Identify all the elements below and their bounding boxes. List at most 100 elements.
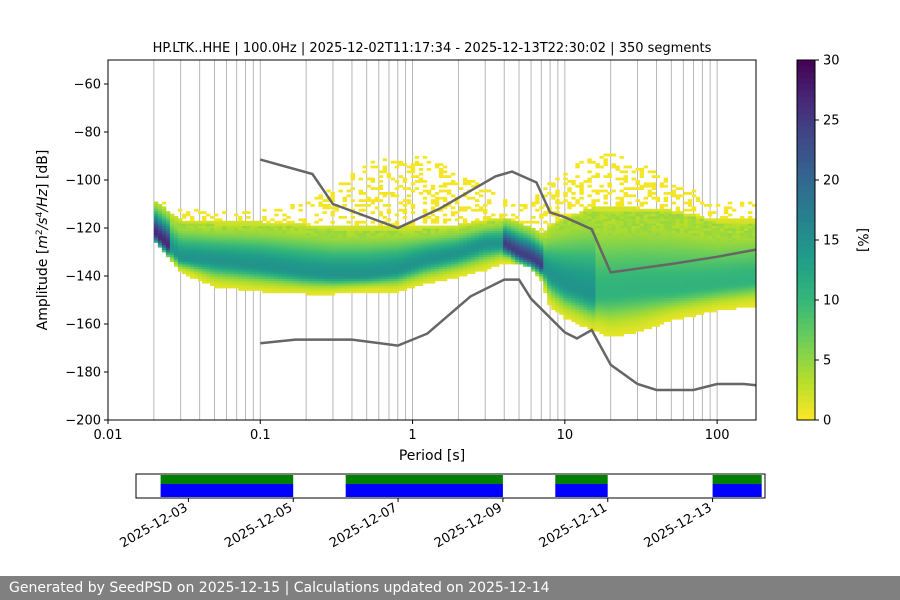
- heatmap-cell: [571, 304, 576, 308]
- heatmap-cell: [639, 223, 644, 226]
- heatmap-cell: [306, 252, 311, 255]
- heatmap-cell: [314, 220, 319, 224]
- heatmap-cell: [298, 254, 303, 258]
- heatmap-cell: [222, 280, 227, 284]
- heatmap-cell: [591, 295, 596, 298]
- heatmap-cell: [643, 302, 649, 306]
- heatmap-cell: [198, 244, 203, 248]
- heatmap-cell: [354, 225, 359, 229]
- heatmap-cell: [410, 273, 416, 277]
- heatmap-cell: [655, 220, 661, 224]
- heatmap-cell: [230, 240, 235, 243]
- heatmap-cell: [362, 254, 367, 258]
- heatmap-cell: [603, 201, 608, 205]
- heatmap-cell: [462, 225, 468, 229]
- heatmap-cell: [603, 273, 608, 277]
- heatmap-cell: [687, 208, 693, 212]
- heatmap-cell: [631, 177, 636, 181]
- heatmap-cell: [679, 309, 685, 313]
- heatmap-cell: [386, 237, 392, 241]
- heatmap-cell: [603, 175, 608, 178]
- heatmap-cell: [386, 235, 392, 238]
- heatmap-cell: [547, 300, 552, 303]
- heatmap-cell: [579, 160, 584, 164]
- heatmap-cell: [635, 309, 640, 313]
- heatmap-cell: [683, 314, 689, 318]
- heatmap-cell: [318, 276, 323, 279]
- heatmap-cell: [410, 254, 416, 258]
- heatmap-cell: [583, 264, 588, 267]
- heatmap-cell: [334, 235, 339, 238]
- heatmap-cell: [483, 259, 488, 262]
- heatmap-cell: [551, 194, 556, 198]
- heatmap-cell: [659, 280, 665, 284]
- heatmap-cell: [462, 223, 468, 226]
- heatmap-cell: [619, 295, 624, 298]
- heatmap-cell: [635, 268, 640, 272]
- heatmap-cell: [531, 230, 536, 234]
- heatmap-cell: [382, 192, 388, 195]
- heatmap-cell: [699, 259, 705, 262]
- heatmap-cell: [691, 290, 697, 294]
- heatmap-cell: [202, 218, 207, 222]
- heatmap-cell: [386, 230, 392, 234]
- heatmap-cell: [322, 230, 327, 234]
- heatmap-cell: [695, 244, 701, 248]
- heatmap-cell: [342, 276, 347, 279]
- heatmap-cell: [406, 237, 412, 241]
- heatmap-cell: [222, 235, 227, 238]
- heatmap-cell: [603, 244, 608, 248]
- heatmap-cell: [555, 280, 560, 284]
- heatmap-cell: [326, 264, 331, 267]
- heatmap-cell: [181, 247, 187, 250]
- heatmap-cell: [551, 259, 556, 262]
- heatmap-cell: [362, 242, 367, 246]
- heatmap-cell: [422, 232, 428, 236]
- heatmap-cell: [350, 288, 355, 291]
- heatmap-cell: [667, 312, 673, 315]
- heatmap-cell: [298, 204, 303, 207]
- heatmap-cell: [342, 254, 347, 258]
- heatmap-cell: [354, 220, 359, 224]
- heatmap-cell: [334, 228, 339, 231]
- heatmap-cell: [627, 283, 632, 286]
- heatmap-cell: [567, 247, 572, 250]
- heatmap-cell: [418, 240, 424, 243]
- heatmap-cell: [631, 309, 636, 313]
- heatmap-cell: [559, 237, 564, 241]
- heatmap-cell: [499, 237, 504, 241]
- heatmap-cell: [567, 288, 572, 291]
- heatmap-cell: [695, 223, 701, 226]
- heatmap-cell: [354, 261, 359, 265]
- heatmap-cell: [466, 271, 472, 274]
- heatmap-cell: [675, 307, 681, 310]
- heatmap-cell: [226, 244, 231, 248]
- heatmap-cell: [599, 295, 604, 298]
- heatmap-cell: [635, 278, 640, 282]
- heatmap-cell: [619, 264, 624, 267]
- heatmap-cell: [402, 208, 408, 212]
- heatmap-cell: [547, 240, 552, 243]
- heatmap-cell: [210, 283, 215, 286]
- heatmap-cell: [270, 230, 275, 234]
- heatmap-cell: [643, 213, 649, 217]
- heatmap-cell: [278, 230, 283, 234]
- heatmap-cell: [326, 292, 331, 296]
- heatmap-cell: [663, 288, 669, 291]
- heatmap-cell: [302, 223, 307, 226]
- heatmap-cell: [298, 252, 303, 255]
- heatmap-cell: [242, 254, 247, 258]
- heatmap-cell: [611, 232, 616, 236]
- heatmap-cell: [675, 302, 681, 306]
- heatmap-cell: [659, 220, 665, 224]
- heatmap-cell: [523, 264, 528, 267]
- heatmap-cell: [238, 268, 243, 272]
- heatmap-cell: [454, 199, 460, 202]
- heatmap-cell: [346, 242, 351, 246]
- heatmap-cell: [607, 228, 612, 231]
- heatmap-cell: [238, 252, 243, 255]
- heatmap-cell: [406, 276, 412, 279]
- heatmap-cell: [535, 237, 540, 241]
- heatmap-cell: [563, 276, 568, 279]
- heatmap-cell: [193, 244, 199, 248]
